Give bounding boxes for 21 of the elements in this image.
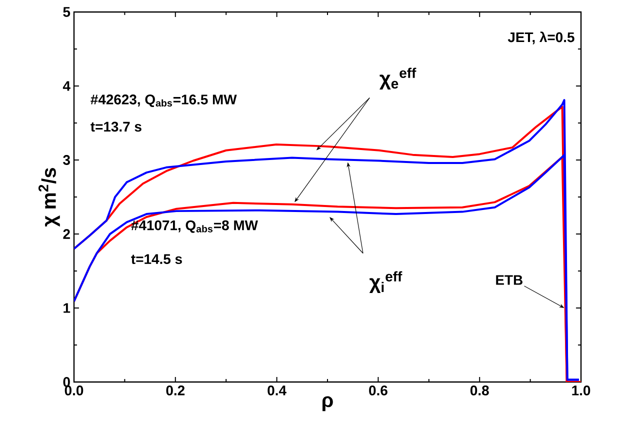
x-tick-label: 1.0 — [572, 386, 590, 396]
y-axis-title: χ m$^{2}$/s — [38, 168, 60, 227]
x-tick-label: 0.6 — [369, 386, 388, 396]
annotation: χ$_{e}$eff — [380, 68, 416, 90]
annotation: ETB — [496, 275, 522, 285]
x-tick-label: 0.4 — [268, 386, 286, 396]
x-axis-title: ρ — [322, 396, 333, 412]
y-tick-label: 3 — [63, 155, 70, 165]
y-tick-label: 4 — [62, 81, 70, 91]
y-tick-label: 1 — [64, 303, 70, 313]
y-tick-label: 2 — [63, 229, 70, 239]
x-tick-label: 0.8 — [470, 386, 489, 396]
annotation: JET, λ=0.5 — [508, 32, 574, 44]
annotation: #41071, Q$_{abs}$=8 MW — [131, 220, 258, 233]
x-tick-label: 0.2 — [166, 386, 185, 396]
x-tick-label: 0.0 — [64, 386, 84, 396]
y-tick-label: 5 — [63, 7, 70, 17]
annotation: #42623, Q$_{abs}$=16.5 MW — [90, 94, 237, 108]
annotation: t=13.7 s — [90, 122, 142, 132]
annotation: χ$_{i}$eff — [369, 271, 402, 293]
annotation: t=14.5 s — [131, 254, 182, 264]
